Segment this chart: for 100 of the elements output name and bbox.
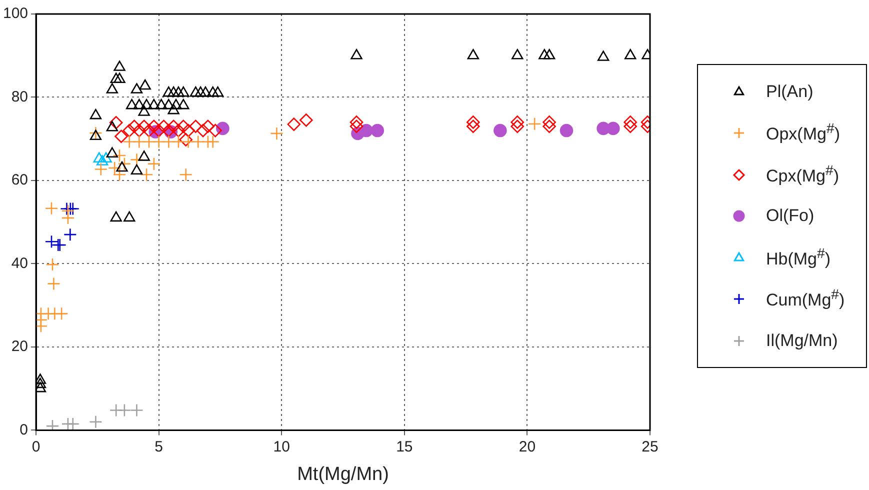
point bbox=[137, 120, 151, 134]
point bbox=[132, 124, 146, 138]
point bbox=[54, 307, 68, 320]
point bbox=[179, 168, 192, 182]
point bbox=[90, 130, 102, 140]
point bbox=[142, 135, 156, 148]
point bbox=[512, 48, 524, 60]
point bbox=[208, 124, 222, 138]
point bbox=[466, 116, 480, 129]
point bbox=[350, 120, 364, 134]
point bbox=[162, 98, 174, 110]
point bbox=[162, 135, 176, 148]
point bbox=[128, 120, 141, 134]
point bbox=[94, 162, 108, 176]
point bbox=[152, 135, 166, 148]
x-tick-label: 10 bbox=[273, 438, 290, 456]
point bbox=[287, 118, 301, 131]
point bbox=[467, 48, 480, 60]
point bbox=[130, 404, 144, 417]
point bbox=[624, 116, 638, 129]
point bbox=[155, 98, 168, 110]
point bbox=[61, 204, 75, 218]
point bbox=[64, 228, 77, 242]
point bbox=[182, 124, 195, 138]
point bbox=[179, 133, 192, 146]
point bbox=[147, 157, 161, 170]
point bbox=[543, 48, 556, 60]
y-tick-label: 60 bbox=[11, 172, 28, 189]
point bbox=[196, 124, 210, 138]
point bbox=[106, 120, 118, 132]
point bbox=[560, 124, 574, 138]
point bbox=[162, 86, 174, 97]
point bbox=[118, 404, 132, 417]
point bbox=[206, 135, 220, 148]
point bbox=[100, 152, 112, 162]
point bbox=[170, 98, 182, 110]
point bbox=[270, 126, 284, 140]
point bbox=[172, 86, 184, 97]
x-tick-label: 25 bbox=[642, 438, 658, 456]
point bbox=[168, 86, 180, 97]
point bbox=[140, 98, 152, 110]
point bbox=[168, 104, 180, 114]
point bbox=[110, 72, 122, 83]
point bbox=[106, 147, 118, 158]
point bbox=[542, 116, 556, 129]
legend-label: Cpx(Mg$^{#}$) bbox=[766, 162, 840, 187]
point bbox=[114, 60, 126, 71]
x-tick-label: 5 bbox=[154, 438, 163, 456]
point bbox=[114, 72, 126, 83]
point bbox=[147, 120, 161, 134]
point bbox=[189, 120, 202, 134]
point bbox=[122, 135, 136, 148]
point bbox=[370, 124, 384, 138]
x-axis-title: Mt(Mg/Mn) bbox=[297, 464, 389, 485]
point bbox=[138, 106, 150, 116]
point bbox=[142, 124, 156, 138]
point bbox=[130, 153, 144, 166]
point bbox=[494, 124, 507, 138]
point bbox=[172, 124, 186, 138]
legend-label: Il(Mg/Mn) bbox=[766, 330, 838, 351]
point bbox=[542, 120, 556, 134]
x-tick-label: 20 bbox=[518, 438, 536, 456]
y-tick-label: 100 bbox=[2, 5, 28, 22]
point bbox=[93, 152, 105, 162]
point bbox=[124, 211, 136, 222]
point bbox=[597, 50, 610, 61]
point bbox=[201, 120, 215, 134]
point bbox=[176, 120, 190, 134]
point bbox=[89, 126, 102, 140]
point bbox=[90, 108, 102, 120]
point bbox=[207, 86, 219, 97]
point bbox=[133, 98, 146, 110]
point bbox=[172, 135, 186, 148]
point bbox=[114, 130, 128, 144]
point bbox=[130, 164, 143, 175]
point bbox=[466, 120, 480, 134]
point bbox=[126, 98, 138, 110]
point bbox=[106, 83, 118, 94]
point bbox=[140, 168, 154, 182]
point bbox=[606, 122, 620, 136]
x-tick-label: 0 bbox=[32, 438, 40, 456]
point bbox=[122, 124, 136, 138]
point bbox=[350, 116, 364, 129]
point bbox=[350, 48, 362, 60]
point bbox=[212, 86, 224, 97]
point bbox=[148, 98, 160, 110]
y-tick-label: 20 bbox=[11, 338, 28, 356]
point bbox=[139, 79, 151, 90]
point bbox=[89, 415, 102, 429]
point bbox=[510, 120, 524, 134]
point bbox=[66, 417, 80, 430]
legend-label: Ol(Fo) bbox=[766, 206, 814, 226]
point bbox=[47, 277, 60, 290]
point bbox=[162, 124, 176, 138]
legend-label: Pl(An) bbox=[766, 82, 814, 102]
point bbox=[178, 86, 190, 97]
point bbox=[46, 258, 60, 272]
point bbox=[624, 120, 638, 134]
point bbox=[157, 120, 170, 134]
point bbox=[194, 86, 206, 97]
